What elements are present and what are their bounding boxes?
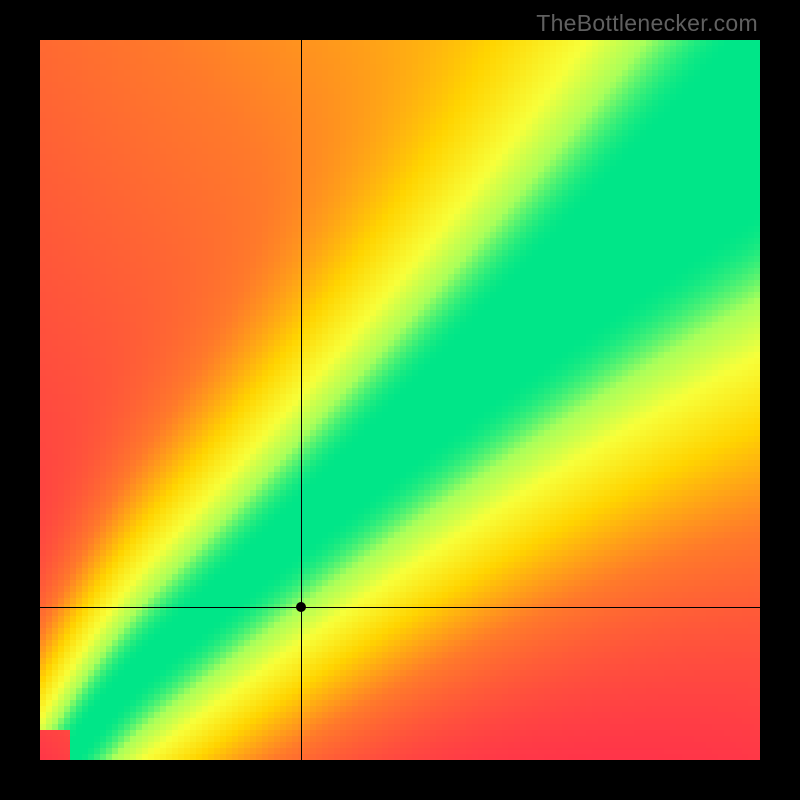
current-point-marker xyxy=(296,602,306,612)
crosshair-horizontal xyxy=(40,607,760,608)
crosshair-vertical xyxy=(301,40,302,760)
chart-container: TheBottlenecker.com xyxy=(0,0,800,800)
bottleneck-heatmap xyxy=(40,40,760,760)
plot-area xyxy=(40,40,760,760)
watermark-text: TheBottlenecker.com xyxy=(536,10,758,37)
